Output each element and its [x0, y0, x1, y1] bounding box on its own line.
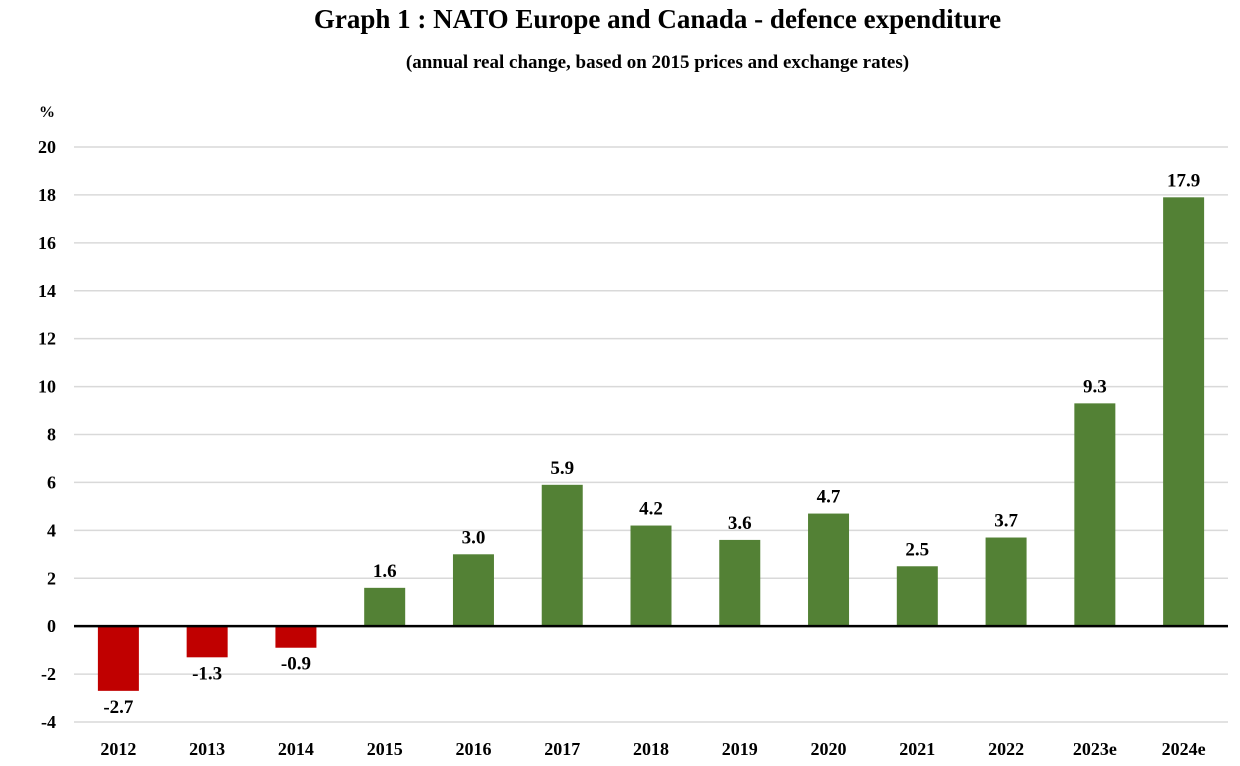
x-tick-label-2022: 2022: [988, 739, 1024, 759]
bar-2022: [985, 537, 1027, 627]
y-tick-label: 20: [38, 137, 56, 157]
bar-2017: [541, 484, 583, 627]
x-tick-label-2012: 2012: [100, 739, 136, 759]
data-label-2024e: 17.9: [1167, 170, 1200, 191]
bar-2020: [808, 513, 850, 627]
data-label-2013: -1.3: [192, 663, 222, 684]
chart-subtitle: (annual real change, based on 2015 price…: [405, 52, 910, 73]
data-label-2017: 5.9: [550, 458, 574, 479]
bar-2014: [275, 626, 317, 648]
y-tick-label: -4: [41, 712, 56, 732]
y-tick-label: 12: [38, 329, 56, 349]
data-labels: -2.7 -1.3 -0.9 1.6 3.0 5.9 4.2 3.6 4.7 2.5 3.7 9.3 1…: [103, 170, 1200, 718]
y-axis-unit-label: %: [39, 104, 55, 121]
y-tick-label: -2: [41, 664, 56, 684]
chart-title: Graph 1 : NATO Europe and Canada - defen…: [313, 4, 1002, 34]
bars: [97, 197, 1205, 691]
bar-2016: [452, 554, 494, 627]
y-tick-label: 2: [47, 568, 56, 588]
y-tick-label: 18: [38, 185, 56, 205]
x-tick-label-2015: 2015: [367, 739, 403, 759]
y-tick-label: 8: [47, 425, 56, 445]
x-tick-label-2017: 2017: [544, 739, 580, 759]
x-tick-label-2013: 2013: [189, 739, 225, 759]
bar-2019: [719, 539, 761, 627]
data-label-2012: -2.7: [103, 697, 134, 718]
bar-2023e: [1074, 403, 1116, 627]
x-tick-label-2020: 2020: [811, 739, 847, 759]
x-tick-label-2016: 2016: [455, 739, 491, 759]
data-label-2015: 1.6: [373, 561, 397, 582]
data-label-2016: 3.0: [462, 527, 486, 548]
y-tick-label: 0: [47, 616, 56, 636]
bar-2013: [186, 626, 228, 658]
y-tick-label: 6: [47, 472, 56, 492]
x-tick-label-2024e: 2024e: [1162, 739, 1206, 759]
data-label-2020: 4.7: [817, 487, 841, 508]
x-axis-ticks: 2012 2013 2014 2015 2016 2017 2018 2019 2020 2021…: [100, 739, 1205, 759]
bar-2018: [630, 525, 672, 627]
data-label-2021: 2.5: [905, 539, 929, 560]
data-label-2014: -0.9: [281, 654, 311, 675]
x-tick-label-2023e: 2023e: [1073, 739, 1117, 759]
data-label-2023e: 9.3: [1083, 376, 1107, 397]
gridlines: [74, 146, 1228, 723]
y-tick-label: 10: [38, 377, 56, 397]
bar-2015: [364, 587, 406, 627]
x-tick-label-2018: 2018: [633, 739, 669, 759]
y-tick-label: 16: [38, 233, 56, 253]
y-tick-label: 14: [38, 281, 56, 301]
x-tick-label-2014: 2014: [278, 739, 314, 759]
x-tick-label-2019: 2019: [722, 739, 758, 759]
data-label-2019: 3.6: [728, 513, 752, 534]
y-axis-ticks: -4 -2 0 2 4 6 8 10 12 14 16 18 20: [38, 137, 56, 732]
x-tick-label-2021: 2021: [899, 739, 935, 759]
y-tick-label: 4: [47, 520, 56, 540]
data-label-2018: 4.2: [639, 499, 663, 520]
bar-2012: [97, 626, 139, 691]
bar-2024e: [1163, 197, 1205, 627]
bar-2021: [896, 566, 938, 627]
data-label-2022: 3.7: [994, 511, 1018, 532]
